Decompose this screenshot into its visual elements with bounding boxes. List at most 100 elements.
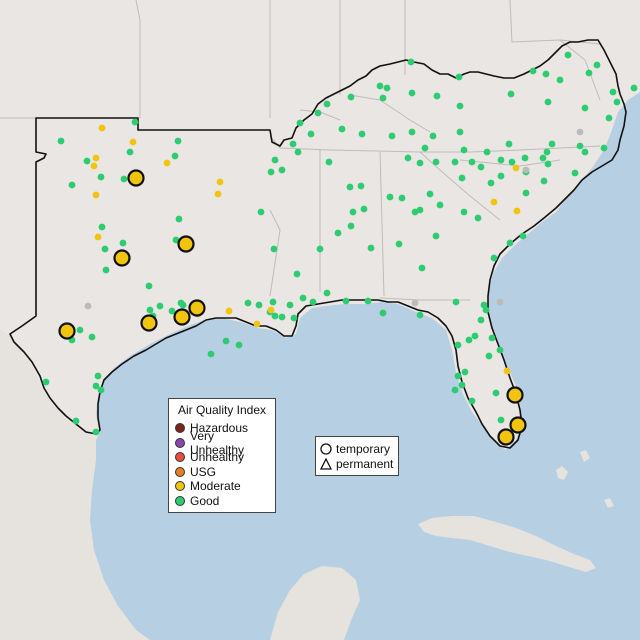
monitor-site-marker[interactable]: [214, 190, 222, 198]
monitor-site-marker[interactable]: [455, 73, 463, 81]
monitor-site-marker[interactable]: [97, 386, 105, 394]
monitor-site-marker[interactable]: [522, 166, 530, 174]
temporary-monitor-marker[interactable]: [506, 386, 524, 404]
temporary-monitor-marker[interactable]: [113, 249, 131, 267]
monitor-site-marker[interactable]: [593, 61, 601, 69]
monitor-site-marker[interactable]: [609, 88, 617, 96]
monitor-site-marker[interactable]: [456, 128, 464, 136]
monitor-site-marker[interactable]: [342, 297, 350, 305]
monitor-site-marker[interactable]: [179, 301, 187, 309]
monitor-site-marker[interactable]: [146, 306, 154, 314]
monitor-site-marker[interactable]: [84, 302, 92, 310]
monitor-site-marker[interactable]: [323, 289, 331, 297]
monitor-site-marker[interactable]: [461, 368, 469, 376]
monitor-site-marker[interactable]: [416, 311, 424, 319]
monitor-site-marker[interactable]: [269, 298, 277, 306]
monitor-site-marker[interactable]: [581, 148, 589, 156]
monitor-site-marker[interactable]: [395, 240, 403, 248]
monitor-site-marker[interactable]: [257, 208, 265, 216]
monitor-site-marker[interactable]: [94, 233, 102, 241]
monitor-site-marker[interactable]: [519, 232, 527, 240]
monitor-site-marker[interactable]: [309, 298, 317, 306]
monitor-site-marker[interactable]: [474, 214, 482, 222]
monitor-site-marker[interactable]: [92, 191, 100, 199]
monitor-site-marker[interactable]: [175, 215, 183, 223]
monitor-site-marker[interactable]: [120, 175, 128, 183]
monitor-site-marker[interactable]: [465, 336, 473, 344]
monitor-site-marker[interactable]: [485, 352, 493, 360]
monitor-site-marker[interactable]: [253, 320, 261, 328]
monitor-site-marker[interactable]: [471, 332, 479, 340]
monitor-site-marker[interactable]: [456, 102, 464, 110]
monitor-site-marker[interactable]: [286, 301, 294, 309]
monitor-site-marker[interactable]: [571, 169, 579, 177]
monitor-site-marker[interactable]: [271, 312, 279, 320]
monitor-site-marker[interactable]: [225, 307, 233, 315]
monitor-site-marker[interactable]: [323, 100, 331, 108]
monitor-site-marker[interactable]: [585, 69, 593, 77]
monitor-site-marker[interactable]: [307, 130, 315, 138]
monitor-site-marker[interactable]: [360, 205, 368, 213]
monitor-site-marker[interactable]: [613, 98, 621, 106]
monitor-site-marker[interactable]: [388, 132, 396, 140]
monitor-site-marker[interactable]: [314, 109, 322, 117]
monitor-site-marker[interactable]: [482, 306, 490, 314]
monitor-site-marker[interactable]: [458, 174, 466, 182]
monitor-site-marker[interactable]: [293, 270, 301, 278]
monitor-site-marker[interactable]: [411, 208, 419, 216]
monitor-site-marker[interactable]: [216, 178, 224, 186]
monitor-site-marker[interactable]: [92, 154, 100, 162]
monitor-site-marker[interactable]: [451, 386, 459, 394]
monitor-site-marker[interactable]: [72, 417, 80, 425]
monitor-site-marker[interactable]: [42, 378, 50, 386]
monitor-site-marker[interactable]: [451, 158, 459, 166]
monitor-site-marker[interactable]: [452, 298, 460, 306]
monitor-site-marker[interactable]: [349, 208, 357, 216]
monitor-site-marker[interactable]: [97, 173, 105, 181]
monitor-site-marker[interactable]: [156, 302, 164, 310]
monitor-site-marker[interactable]: [408, 128, 416, 136]
monitor-site-marker[interactable]: [576, 128, 584, 136]
monitor-site-marker[interactable]: [98, 223, 106, 231]
monitor-site-marker[interactable]: [171, 152, 179, 160]
monitor-site-marker[interactable]: [496, 298, 504, 306]
monitor-site-marker[interactable]: [90, 162, 98, 170]
monitor-site-marker[interactable]: [490, 198, 498, 206]
monitor-site-marker[interactable]: [267, 168, 275, 176]
monitor-site-marker[interactable]: [334, 229, 342, 237]
monitor-site-marker[interactable]: [346, 183, 354, 191]
monitor-site-marker[interactable]: [290, 314, 298, 322]
temporary-monitor-marker[interactable]: [173, 308, 191, 326]
monitor-site-marker[interactable]: [512, 164, 520, 172]
monitor-site-marker[interactable]: [102, 266, 110, 274]
monitor-site-marker[interactable]: [507, 90, 515, 98]
monitor-site-marker[interactable]: [235, 341, 243, 349]
monitor-site-marker[interactable]: [418, 264, 426, 272]
monitor-site-marker[interactable]: [540, 177, 548, 185]
monitor-site-marker[interactable]: [101, 245, 109, 253]
monitor-site-marker[interactable]: [347, 222, 355, 230]
monitor-site-marker[interactable]: [289, 140, 297, 148]
monitor-site-marker[interactable]: [172, 236, 180, 244]
monitor-site-marker[interactable]: [222, 337, 230, 345]
monitor-site-marker[interactable]: [477, 316, 485, 324]
monitor-site-marker[interactable]: [244, 299, 252, 307]
monitor-site-marker[interactable]: [57, 137, 65, 145]
monitor-site-marker[interactable]: [544, 98, 552, 106]
monitor-site-marker[interactable]: [416, 159, 424, 167]
monitor-site-marker[interactable]: [271, 156, 279, 164]
monitor-site-marker[interactable]: [477, 163, 485, 171]
monitor-site-marker[interactable]: [383, 84, 391, 92]
monitor-site-marker[interactable]: [581, 104, 589, 112]
monitor-site-marker[interactable]: [386, 193, 394, 201]
monitor-site-marker[interactable]: [376, 82, 384, 90]
monitor-site-marker[interactable]: [497, 172, 505, 180]
temporary-monitor-marker[interactable]: [497, 428, 515, 446]
monitor-site-marker[interactable]: [207, 350, 215, 358]
monitor-site-marker[interactable]: [270, 245, 278, 253]
monitor-site-marker[interactable]: [497, 416, 505, 424]
monitor-site-marker[interactable]: [522, 189, 530, 197]
monitor-site-marker[interactable]: [316, 245, 324, 253]
temporary-monitor-marker[interactable]: [177, 235, 195, 253]
